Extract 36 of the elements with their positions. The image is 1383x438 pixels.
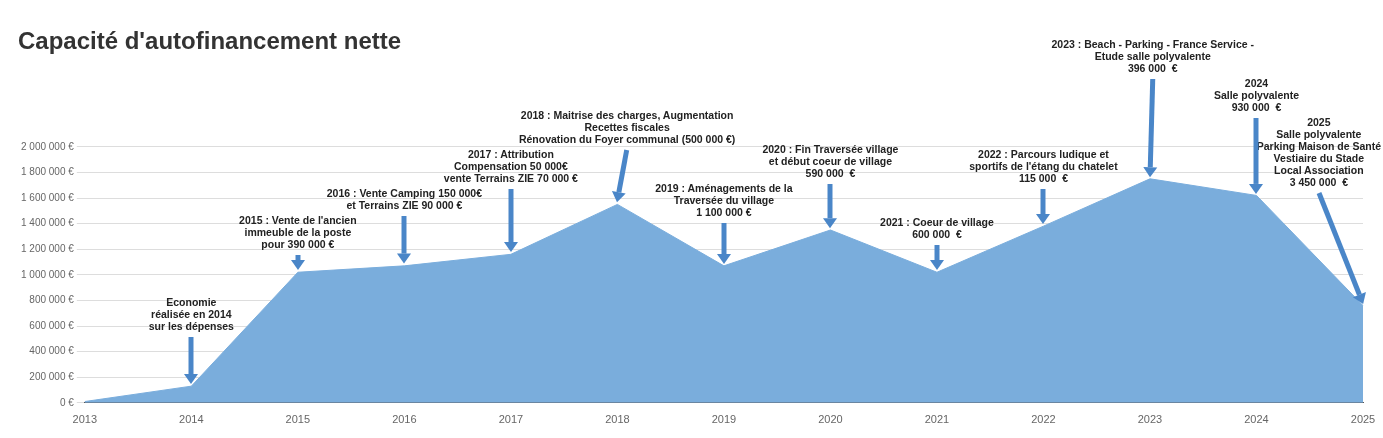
text: 2018 : Maitrise des charges, Augmentation Recettes fiscales Rénovation du Foyer communal (500 000 €) — [518, 109, 736, 146]
y-tick-label: 800 000 € — [29, 294, 75, 306]
annotation: 2020 : Fin Traversée village et début coeur de village 590 000 € — [762, 142, 899, 179]
y-tick-label: 1 600 000 € — [21, 191, 75, 203]
x-tick-label: 2019 — [711, 413, 737, 426]
x-tick-label: 2013 — [72, 413, 98, 426]
x-tick-label: 2021 — [924, 413, 950, 426]
annotation: 2015 : Vente de l'ancien immeuble de la poste pour 390 000 € — [239, 214, 357, 251]
x-tick-label: 2025 — [1350, 413, 1376, 426]
x-tick-label: 2020 — [818, 413, 843, 426]
text: 2024 Salle polyvalente 930 000 € — [1213, 76, 1300, 113]
y-tick-label: 400 000 € — [29, 345, 75, 357]
y-tick-label: 1 200 000 € — [21, 242, 75, 254]
y-tick-label: 200 000 € — [29, 370, 75, 382]
annotation: 2017 : Attribution Compensation 50 000€ vente Terrains ZIE 70 000 € — [443, 148, 579, 185]
y-tick-label: 1 400 000 € — [21, 217, 75, 229]
y-tick-label: 2 000 000 € — [21, 140, 75, 152]
annotation: 2021 : Coeur de village 600 000 € — [880, 216, 994, 241]
x-tick-label: 2022 — [1031, 413, 1056, 426]
x-tick-label: 2016 — [392, 413, 417, 426]
text: 2023 : Beach - Parking - France Service - Etude salle polyvalente 396 000 € — [1051, 37, 1255, 74]
y-tick-label: 1 000 000 € — [21, 268, 75, 280]
x-tick-label: 2014 — [179, 413, 204, 426]
x-tick-label: 2017 — [498, 413, 524, 426]
chart-title: Capacité d'autofinancement nette — [18, 27, 402, 55]
x-tick-label: 2018 — [605, 413, 630, 426]
annotation: Economie réalisée en 2014 sur les dépenses — [148, 296, 235, 333]
y-tick-label: 600 000 € — [29, 319, 75, 331]
annotation: 2019 : Aménagements de la Traversée du village 1 100 000 € — [655, 181, 793, 218]
x-tick-label: 2015 — [285, 413, 311, 426]
y-tick-label: 0 € — [59, 396, 75, 408]
x-tick-label: 2024 — [1244, 413, 1269, 426]
annotation: 2016 : Vente Camping 150 000€ et Terrains ZIE 90 000 € — [326, 187, 483, 212]
y-tick-label: 1 800 000 € — [21, 166, 75, 178]
annotation: 2022 : Parcours ludique et sportifs de l'étang du chatelet 115 000 € — [969, 148, 1119, 185]
x-tick-label: 2023 — [1137, 413, 1163, 426]
